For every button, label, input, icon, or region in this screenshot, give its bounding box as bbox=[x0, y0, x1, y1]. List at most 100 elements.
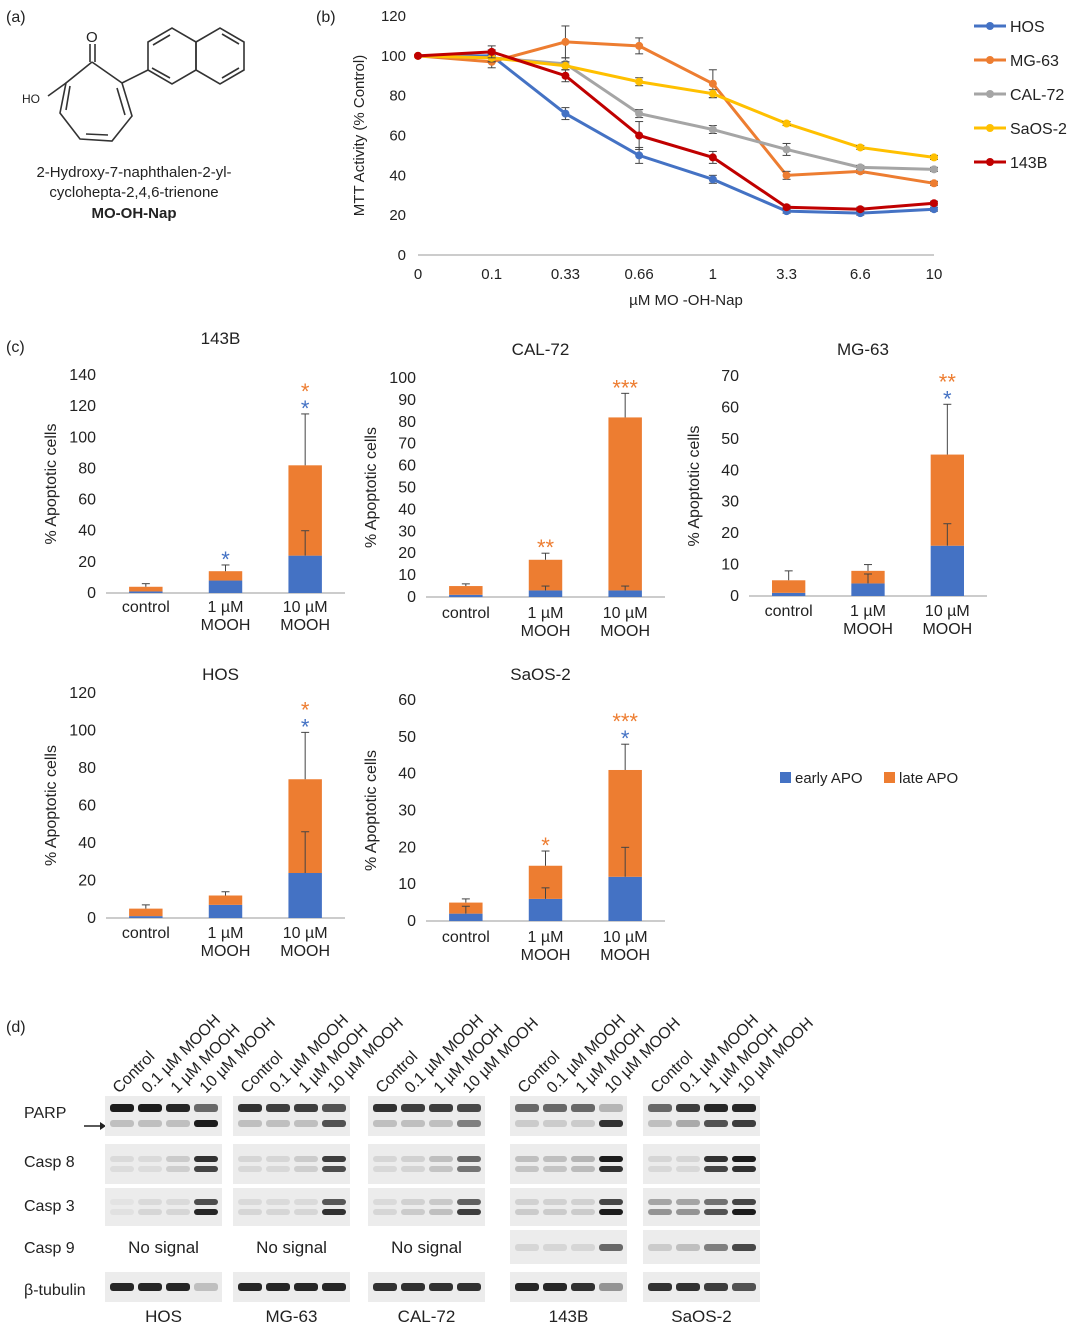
blot-band bbox=[166, 1156, 190, 1162]
x-tick-label: 10 bbox=[926, 266, 943, 283]
legend-marker bbox=[986, 124, 994, 132]
blot-band bbox=[648, 1156, 672, 1162]
x-tick-label: 1 bbox=[709, 266, 717, 283]
blot-band bbox=[571, 1244, 595, 1251]
blot-band bbox=[648, 1120, 672, 1127]
blot-strip bbox=[105, 1144, 222, 1184]
y-tick-label: 90 bbox=[398, 392, 416, 409]
significance-star: * bbox=[301, 697, 310, 722]
y-tick-label: 60 bbox=[398, 458, 416, 475]
y-tick-label: 30 bbox=[398, 803, 416, 820]
y-tick-label: 0 bbox=[407, 589, 416, 606]
blot-band bbox=[322, 1199, 346, 1205]
x-tick-label: 6.6 bbox=[850, 266, 871, 283]
blot-band bbox=[599, 1104, 623, 1112]
y-tick-label: 60 bbox=[721, 399, 739, 416]
category-label: 10 µM bbox=[603, 929, 648, 946]
blot-strip bbox=[233, 1188, 350, 1226]
blot-band bbox=[599, 1209, 623, 1215]
blot-band bbox=[138, 1104, 162, 1112]
blot-band bbox=[571, 1156, 595, 1162]
blot-band bbox=[599, 1166, 623, 1172]
blot-band bbox=[322, 1156, 346, 1162]
blot-band bbox=[294, 1156, 318, 1162]
blot-band bbox=[194, 1156, 218, 1162]
bar-early bbox=[208, 580, 243, 593]
blot-row-label: Casp 8 bbox=[24, 1154, 75, 1171]
category-label: 1 µM bbox=[850, 603, 886, 620]
blot-band bbox=[648, 1166, 672, 1172]
blot-band bbox=[401, 1166, 425, 1172]
chart-title: CAL-72 bbox=[512, 340, 570, 359]
blot-band bbox=[457, 1199, 481, 1205]
y-tick-label: 10 bbox=[398, 567, 416, 584]
data-point bbox=[856, 143, 865, 152]
legend-late-swatch bbox=[884, 772, 895, 783]
blot-band bbox=[571, 1209, 595, 1215]
y-tick-label: 40 bbox=[78, 835, 96, 852]
blot-band bbox=[166, 1166, 190, 1172]
blot-band bbox=[429, 1166, 453, 1172]
legend-early-swatch bbox=[780, 772, 791, 783]
y-tick-label: 50 bbox=[721, 431, 739, 448]
category-label: control bbox=[765, 603, 813, 620]
blot-band bbox=[676, 1120, 700, 1127]
category-label: 1 µM bbox=[528, 605, 564, 622]
blot-band bbox=[515, 1199, 539, 1205]
data-point bbox=[708, 175, 717, 184]
blot-band bbox=[457, 1166, 481, 1172]
blot-band bbox=[704, 1244, 728, 1251]
blot-band bbox=[194, 1120, 218, 1127]
blot-strip bbox=[368, 1144, 485, 1184]
blot-band bbox=[732, 1283, 756, 1291]
molecule-name-line2: cyclohepta-2,4,6-trienone bbox=[49, 184, 218, 201]
legend-label: MG-63 bbox=[1010, 53, 1059, 70]
blot-band bbox=[704, 1199, 728, 1205]
data-point bbox=[708, 125, 717, 134]
legend-marker bbox=[986, 56, 994, 64]
blot-band bbox=[732, 1244, 756, 1251]
blot-band bbox=[373, 1156, 397, 1162]
data-point bbox=[635, 77, 644, 86]
chart-title: MG-63 bbox=[837, 340, 889, 359]
data-point bbox=[930, 179, 938, 188]
blot-band bbox=[266, 1283, 290, 1291]
data-point bbox=[856, 163, 865, 172]
y-tick-label: 20 bbox=[398, 545, 416, 562]
blot-band bbox=[515, 1166, 539, 1172]
cell-line-label: 143B bbox=[549, 1307, 589, 1326]
y-tick-label: 70 bbox=[721, 368, 739, 385]
blot-band bbox=[543, 1244, 567, 1251]
category-label: MOOH bbox=[600, 623, 650, 640]
data-point bbox=[708, 153, 717, 162]
significance-star: * bbox=[621, 726, 630, 751]
blot-band bbox=[238, 1156, 262, 1162]
bar-chart-143b: 143B % Apoptotic cells 0 20 40 60 80 100 120 140 c… bbox=[43, 329, 345, 634]
blot-band bbox=[704, 1166, 728, 1172]
legend-early-label: early APO bbox=[795, 770, 863, 787]
blot-band bbox=[110, 1283, 134, 1291]
blot-band bbox=[515, 1156, 539, 1162]
blot-band bbox=[194, 1104, 218, 1112]
blot-band bbox=[429, 1283, 453, 1291]
blot-band bbox=[322, 1283, 346, 1291]
panel-label-b: (b) bbox=[316, 9, 336, 26]
y-axis-title: % Apoptotic cells bbox=[363, 427, 380, 548]
data-point bbox=[708, 89, 717, 98]
blot-band bbox=[457, 1120, 481, 1127]
data-point bbox=[782, 203, 791, 212]
y-tick-label: 100 bbox=[381, 48, 406, 65]
blot-strip bbox=[510, 1096, 627, 1136]
category-label: MOOH bbox=[201, 617, 251, 634]
panel-label-d: (d) bbox=[6, 1019, 26, 1036]
blot-band bbox=[648, 1244, 672, 1251]
data-point bbox=[782, 119, 791, 128]
data-point bbox=[930, 205, 938, 214]
data-point bbox=[414, 51, 422, 60]
data-point bbox=[930, 153, 938, 162]
y-tick-label: 30 bbox=[721, 494, 739, 511]
blot-band bbox=[648, 1199, 672, 1205]
blot-band bbox=[543, 1156, 567, 1162]
blot-band bbox=[543, 1120, 567, 1127]
blot-band bbox=[166, 1209, 190, 1215]
